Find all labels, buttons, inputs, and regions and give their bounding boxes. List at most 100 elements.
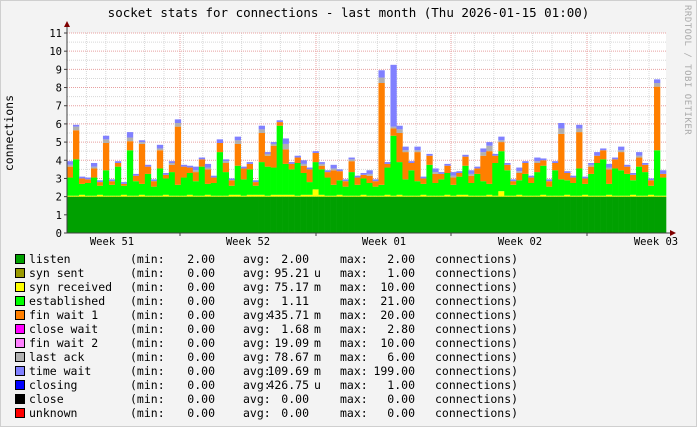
bar-syn-received xyxy=(294,195,301,197)
bar-established xyxy=(192,181,200,196)
bar-time-wait xyxy=(168,161,176,163)
max-value: 1.00 xyxy=(387,378,415,392)
bar-syn-received xyxy=(270,194,277,197)
bar-syn-received xyxy=(84,195,92,197)
bar-time-wait xyxy=(522,161,529,163)
bar-last-ack xyxy=(486,145,493,152)
bar-fin-wait-1 xyxy=(120,183,128,186)
bar-syn-received xyxy=(324,195,331,197)
unit-label: connections) xyxy=(435,266,519,280)
bar-fin-wait-1 xyxy=(246,163,253,170)
legend-label: unknown xyxy=(29,406,78,420)
unit-label: connections) xyxy=(435,406,519,420)
bar-syn-received xyxy=(630,194,637,197)
bar-time-wait xyxy=(606,163,613,168)
bar-time-wait xyxy=(654,79,661,83)
bar-listen xyxy=(192,196,200,233)
bar-listen xyxy=(312,196,319,233)
bar-fin-wait-1 xyxy=(294,157,301,163)
bar-syn-received xyxy=(288,194,295,197)
bar-listen xyxy=(342,196,349,233)
unit-label: connections) xyxy=(435,336,519,350)
bar-listen xyxy=(414,196,421,233)
bar-syn-received xyxy=(534,195,541,197)
bar-listen xyxy=(372,196,379,233)
bar-syn-received xyxy=(300,194,307,197)
bar-syn-received xyxy=(204,194,212,197)
bar-last-ack xyxy=(450,175,457,178)
bar-established xyxy=(636,166,643,196)
bar-time-wait xyxy=(510,179,517,182)
bar-listen xyxy=(540,196,547,233)
bar-time-wait xyxy=(67,161,74,165)
bar-syn-received xyxy=(354,195,361,197)
bar-established xyxy=(612,168,619,196)
bar-established xyxy=(492,163,499,196)
bar-fin-wait-1 xyxy=(420,178,427,184)
bar-syn-received xyxy=(450,195,457,197)
bar-fin-wait-1 xyxy=(162,174,170,179)
y-tick-label: 5 xyxy=(56,137,62,149)
avg-label: avg: xyxy=(243,364,271,378)
bar-last-ack xyxy=(282,143,289,150)
bar-listen xyxy=(420,196,427,233)
bar-listen xyxy=(67,196,74,233)
bar-syn-received xyxy=(366,195,373,197)
y-tick-label: 7 xyxy=(56,101,62,113)
bar-fin-wait-1 xyxy=(270,145,277,168)
bar-listen xyxy=(474,196,481,233)
legend-swatch xyxy=(15,408,25,418)
bar-listen xyxy=(240,196,247,233)
max-value: 2.00 xyxy=(387,252,415,266)
bar-last-ack xyxy=(498,140,505,143)
bar-fin-wait-1 xyxy=(504,164,511,171)
bar-time-wait xyxy=(150,179,158,182)
bar-listen xyxy=(204,196,212,233)
bar-syn-received xyxy=(330,195,337,197)
max-label: max: xyxy=(340,294,368,308)
bar-fin-wait-1 xyxy=(192,172,200,182)
bar-established xyxy=(516,180,523,195)
bar-time-wait xyxy=(486,142,493,146)
bar-time-wait xyxy=(318,162,325,164)
bar-syn-received xyxy=(432,195,439,197)
bar-established xyxy=(480,181,487,196)
bar-syn-received xyxy=(252,194,259,197)
bar-time-wait xyxy=(294,155,301,158)
bar-syn-received xyxy=(492,195,499,197)
bar-fin-wait-1 xyxy=(282,149,289,164)
unit-label: connections) xyxy=(435,294,519,308)
bar-fin-wait-1 xyxy=(138,143,146,184)
legend-swatch xyxy=(15,380,25,390)
avg-value: 75.17 xyxy=(274,280,309,294)
bar-syn-received xyxy=(282,194,289,197)
bar-established xyxy=(126,150,134,196)
bar-established xyxy=(582,183,589,195)
bar-fin-wait-1 xyxy=(288,163,295,170)
min-value: 2.00 xyxy=(187,252,215,266)
bar-listen xyxy=(144,196,152,233)
bar-fin-wait-1 xyxy=(648,180,655,186)
bar-established xyxy=(504,170,511,196)
bar-time-wait xyxy=(120,182,128,184)
bar-established xyxy=(462,165,469,195)
max-value: 10.00 xyxy=(380,280,415,294)
bar-syn-received xyxy=(216,195,224,197)
bar-established xyxy=(348,172,355,196)
bar-time-wait xyxy=(408,161,415,163)
bar-syn-received xyxy=(426,195,433,197)
max-value: 6.00 xyxy=(387,350,415,364)
bar-listen xyxy=(528,196,535,233)
avg-value: 1.11 xyxy=(281,294,309,308)
bar-fin-wait-1 xyxy=(480,155,487,182)
bar-established xyxy=(630,180,637,195)
bar-listen xyxy=(306,196,313,233)
min-label: (min: xyxy=(130,308,165,322)
bar-syn-received xyxy=(372,195,379,197)
bar-last-ack xyxy=(348,159,355,162)
bar-listen xyxy=(360,196,367,233)
bar-fin-wait-1 xyxy=(522,163,529,174)
bar-last-ack xyxy=(414,150,421,153)
bar-established xyxy=(330,184,337,196)
bar-syn-received xyxy=(396,194,403,197)
